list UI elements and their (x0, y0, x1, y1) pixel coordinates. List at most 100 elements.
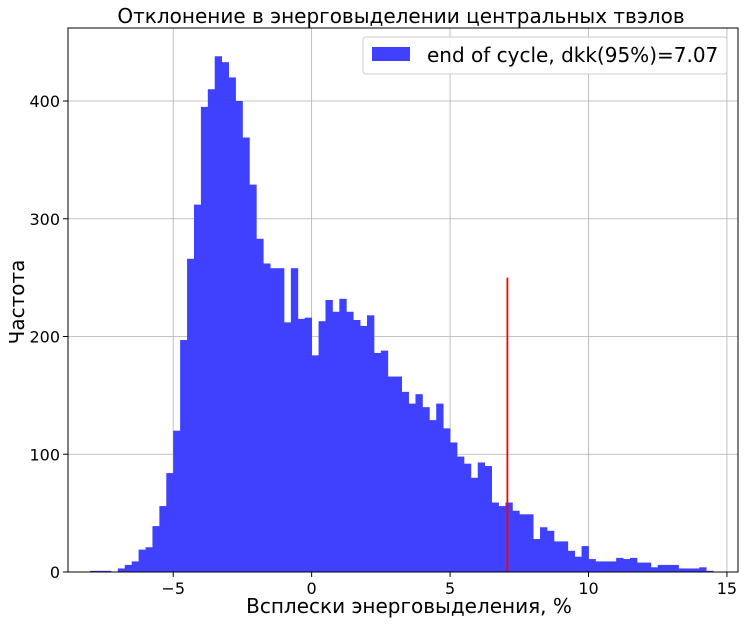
histogram-bar (311, 355, 319, 572)
histogram-bar (124, 564, 133, 572)
x-tick-label: 15 (717, 579, 737, 598)
histogram-bar (526, 514, 534, 572)
histogram-bar (671, 564, 679, 572)
histogram-bar (90, 570, 98, 572)
plot-frame (67, 27, 739, 573)
histogram-bar (477, 462, 486, 572)
histogram-bar (456, 456, 465, 572)
x-axis-ticks: −5 0 5 10 15 (161, 572, 737, 598)
histogram-bar (657, 564, 666, 572)
histogram-bar (685, 568, 693, 572)
y-axis-label: Частота (5, 260, 29, 345)
histogram-bar (567, 550, 576, 572)
histogram-bar (304, 317, 313, 572)
histogram-bar (650, 567, 659, 572)
histogram-bar (553, 541, 562, 572)
histogram-bar (616, 557, 624, 572)
histogram-bar (353, 320, 361, 572)
histogram-bar (574, 556, 582, 572)
histogram-bar (173, 430, 181, 572)
histogram-bar (498, 506, 506, 572)
histogram-bar (283, 322, 292, 572)
histogram-bar (103, 570, 112, 572)
histogram-bars (90, 56, 714, 573)
histogram-bar (242, 137, 250, 572)
y-axis-ticks: 0 100 200 300 400 (29, 92, 68, 582)
chart-title: Отклонение в энерговыделении центральных… (117, 4, 684, 28)
histogram-bar (297, 318, 306, 572)
histogram-bar (200, 106, 209, 572)
histogram-bar (505, 502, 513, 572)
y-tick-label: 200 (29, 328, 60, 347)
histogram-bar (533, 539, 541, 572)
histogram-bar (249, 184, 257, 572)
histogram-bar (429, 420, 437, 572)
histogram-bar (401, 391, 409, 572)
histogram-bar (546, 530, 555, 572)
histogram-bar (152, 526, 160, 572)
histogram-bar (180, 340, 188, 572)
histogram-bar (678, 568, 686, 572)
histogram-bar (706, 570, 714, 572)
histogram-bar (664, 564, 672, 572)
legend: end of cycle, dkk(95%)=7.07 (362, 36, 728, 75)
legend-swatch (372, 47, 410, 61)
legend-label: end of cycle, dkk(95%)=7.07 (427, 43, 718, 67)
histogram-bar (630, 557, 638, 572)
x-tick-label: −5 (161, 579, 185, 598)
histogram-bar (290, 268, 299, 572)
histogram-bar (422, 407, 430, 572)
x-tick-label: 10 (578, 579, 598, 598)
histogram-bar (207, 89, 216, 573)
histogram-bar (463, 463, 472, 572)
histogram-bar (609, 561, 617, 572)
histogram-bar (332, 311, 340, 572)
histogram-bar (193, 204, 202, 572)
histogram-bar (623, 559, 631, 572)
histogram-bar (380, 350, 389, 572)
histogram-bar (636, 562, 645, 572)
histogram-bar (560, 541, 569, 572)
histogram-bar (484, 466, 492, 572)
y-tick-label: 0 (50, 563, 60, 582)
histogram-bar (643, 562, 652, 572)
histogram-bar (699, 567, 707, 572)
histogram-bar (263, 263, 271, 572)
histogram-bar (394, 376, 403, 572)
histogram-bar (588, 559, 596, 572)
histogram-bar (145, 547, 153, 572)
histogram-bar (415, 394, 423, 572)
histogram-bar (692, 568, 700, 572)
histogram-bar (512, 510, 520, 572)
histogram-bar (235, 101, 243, 572)
histogram-bar (436, 403, 444, 572)
histogram-bar (373, 352, 382, 572)
histogram-bar (491, 502, 499, 572)
histogram-bar (228, 77, 236, 573)
histogram-bar (214, 56, 223, 572)
histogram-bar (117, 568, 126, 572)
histogram-bar (540, 527, 548, 572)
histogram-bar (450, 442, 458, 572)
histogram-bar (443, 428, 451, 572)
legend-box (362, 36, 728, 75)
histogram-bar (138, 549, 146, 572)
histogram-bar (187, 258, 195, 572)
histogram-bar (595, 561, 603, 572)
histogram-bar (387, 376, 396, 572)
histogram-bar (131, 561, 139, 572)
histogram-bar (581, 546, 589, 572)
histogram-bar (360, 325, 368, 572)
x-axis-label: Всплески энерговыделения, % (246, 594, 572, 618)
y-tick-label: 300 (29, 210, 60, 229)
histogram-bar (519, 514, 527, 572)
histogram-bar (221, 62, 229, 572)
histogram-bar (166, 473, 174, 572)
axes-frame (67, 27, 739, 573)
histogram-bar (270, 268, 278, 572)
histogram-bar (367, 315, 375, 572)
histogram-bar (346, 311, 354, 572)
histogram-bar (339, 298, 347, 572)
histogram-bar (318, 321, 326, 572)
